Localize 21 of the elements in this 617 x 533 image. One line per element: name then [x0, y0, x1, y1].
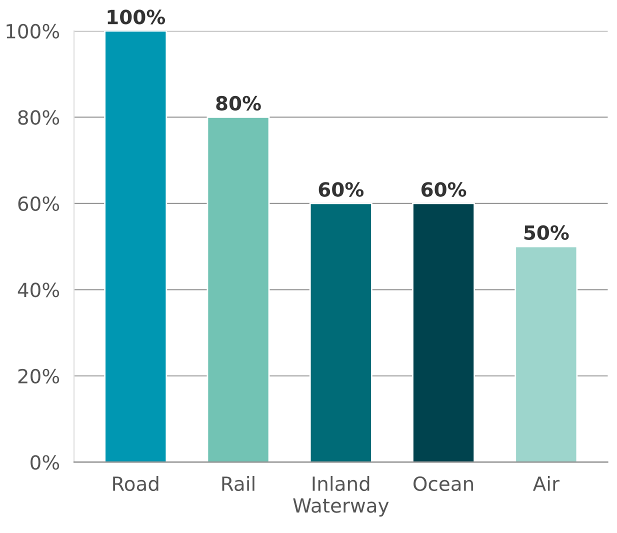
bar [412, 202, 476, 462]
bar [206, 116, 270, 462]
y-tick-label: 0% [30, 455, 60, 470]
bar [514, 246, 578, 462]
data-label: 60% [421, 182, 466, 197]
data-label: 60% [318, 182, 364, 197]
bar [309, 202, 372, 462]
x-tick-label: Rail [222, 476, 254, 492]
data-label: 80% [216, 96, 261, 111]
y-tick-label: 100% [6, 24, 60, 39]
y-tick-label: 80% [18, 110, 60, 125]
x-tick-label: Air [532, 476, 560, 491]
y-tick-label: 20% [18, 368, 60, 384]
data-label: 50% [524, 225, 569, 240]
y-tick-label: 40% [18, 282, 60, 298]
data-label: 100% [108, 10, 166, 24]
bar [104, 30, 168, 462]
x-tick-label: Inland Waterway [293, 476, 389, 517]
y-tick-label: 60% [18, 196, 60, 212]
x-tick-label: Ocean [414, 476, 473, 492]
x-tick-label: Road [113, 476, 158, 492]
